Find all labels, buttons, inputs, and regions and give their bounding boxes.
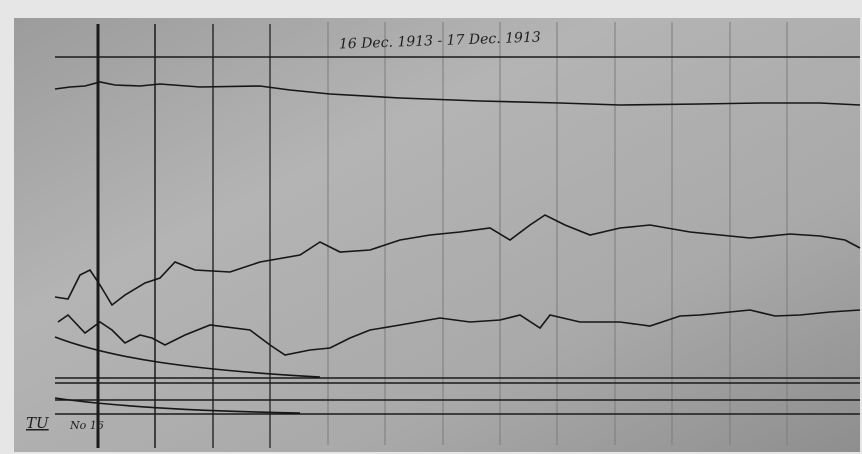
record-date: 16 Dec. 1913 - 17 Dec. 1913 — [339, 29, 541, 52]
baselines — [55, 56, 860, 415]
station-mark: TU — [26, 414, 50, 432]
traces — [54, 81, 861, 414]
sheet-number: No 16 — [69, 419, 104, 432]
